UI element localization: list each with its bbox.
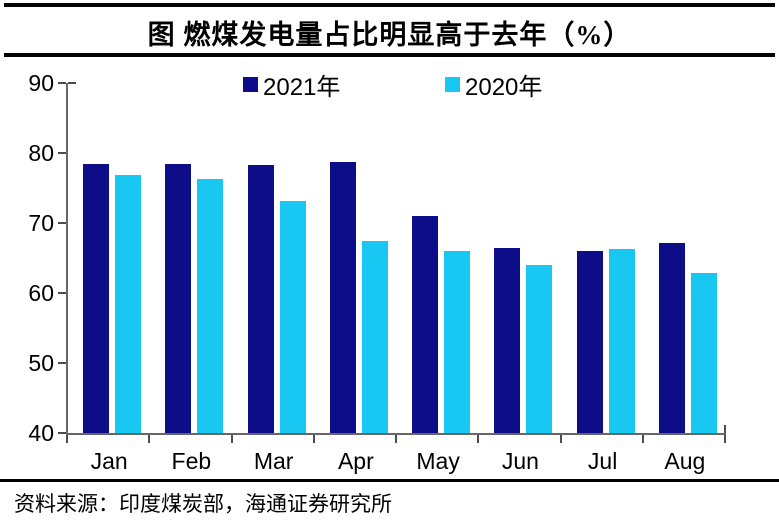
top-divider-line	[4, 3, 775, 7]
bar-2021年-Jul	[576, 251, 603, 433]
title-divider-line	[4, 53, 775, 57]
x-axis-label-May: May	[416, 448, 460, 474]
x-tick-8	[724, 435, 726, 443]
y-tick-60	[58, 292, 66, 294]
x-axis-label-Jun: Jun	[501, 448, 539, 474]
figure-title: 图 燃煤发电量占比明显高于去年（%）	[147, 20, 632, 50]
x-tick-6	[559, 435, 562, 443]
x-tick-7	[641, 435, 644, 443]
x-axis-label-Mar: Mar	[253, 448, 294, 474]
bar-2020年-Aug	[690, 273, 717, 433]
y-axis-label-50: 50	[28, 350, 54, 376]
bar-2020年-Feb	[197, 178, 224, 433]
y-tick-80	[58, 152, 66, 154]
x-axis-label-Apr: Apr	[337, 448, 374, 474]
legend-item-2020: 2020年	[445, 71, 542, 101]
y-tick-50	[58, 362, 66, 364]
legend-swatch-2020-icon	[445, 76, 460, 92]
y-tick-90	[58, 82, 66, 84]
y-axis-line	[66, 83, 68, 435]
x-axis-label-Feb: Feb	[171, 448, 212, 474]
bar-2020年-Mar	[279, 201, 306, 433]
y-axis-label-70: 70	[28, 210, 54, 236]
y-tick-40	[58, 432, 66, 434]
bar-2021年-Jan	[83, 163, 109, 433]
bar-2021年-May	[412, 216, 438, 433]
source-note: 资料来源：印度煤炭部，海通证券研究所	[14, 492, 392, 516]
x-tick-0	[66, 435, 68, 443]
footer-divider-line	[0, 479, 779, 482]
legend-label-2020: 2020年	[465, 73, 543, 101]
bar-2020年-Jan	[115, 174, 141, 433]
bar-2020年-Jun	[526, 265, 553, 433]
bar-2020年-Jul	[608, 248, 635, 433]
bar-2021年-Jun	[494, 248, 521, 433]
x-axis-label-Aug: Aug	[664, 448, 706, 474]
x-tick-5	[477, 435, 480, 443]
x-axis-end-tick	[724, 425, 726, 433]
bar-2020年-Apr	[361, 240, 388, 433]
y-axis-label-40: 40	[28, 420, 54, 446]
y-axis-label-90: 90	[28, 70, 54, 96]
bar-2021年-Feb	[165, 164, 192, 433]
bar-2020年-May	[444, 251, 470, 433]
x-tick-2	[230, 435, 233, 443]
legend-swatch-2021-icon	[243, 76, 258, 92]
legend-label-2021: 2021年	[263, 73, 341, 101]
x-tick-3	[312, 435, 315, 443]
bar-2021年-Mar	[247, 164, 274, 433]
bar-2021年-Aug	[658, 243, 685, 433]
x-axis-line	[66, 433, 726, 435]
y-tick-70	[58, 222, 66, 224]
legend-item-2021: 2021年	[243, 71, 340, 101]
x-tick-4	[395, 435, 397, 443]
y-axis-label-80: 80	[28, 140, 54, 166]
x-axis-label-Jul: Jul	[587, 448, 618, 474]
y-axis-top-tick	[68, 82, 76, 84]
x-axis-label-Jan: Jan	[90, 448, 128, 474]
x-tick-1	[148, 435, 151, 443]
bar-2021年-Apr	[329, 162, 356, 433]
y-axis-label-60: 60	[28, 280, 54, 306]
